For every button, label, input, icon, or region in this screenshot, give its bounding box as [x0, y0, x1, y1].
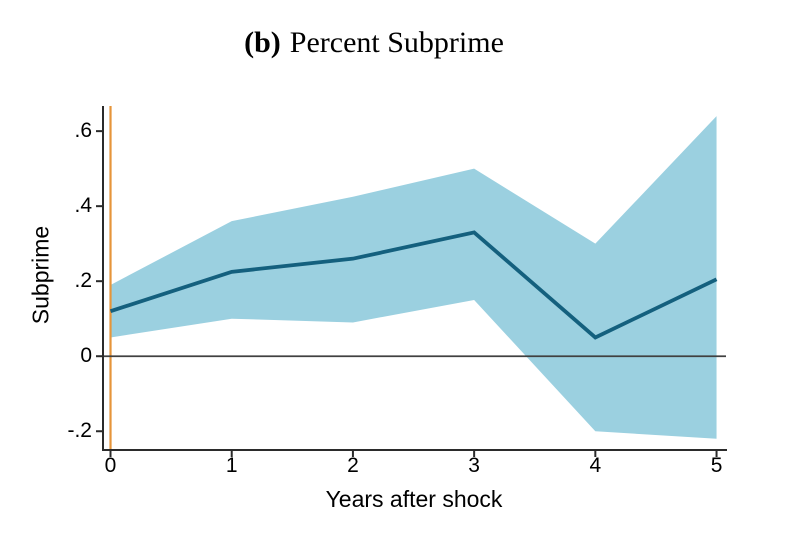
- chart-title-text: Percent Subprime: [289, 26, 504, 59]
- x-tick-label: 5: [710, 454, 723, 477]
- y-tick-label: -.2: [67, 419, 92, 443]
- x-tick-label: 1: [225, 454, 238, 477]
- y-tick-label: .4: [74, 194, 92, 218]
- confidence-band: [110, 116, 717, 439]
- chart-title: (b) Percent Subprime: [0, 26, 748, 60]
- y-tick-label: .2: [74, 269, 92, 293]
- chart-title-panel-letter: (b): [244, 26, 281, 59]
- y-tick-label: 0: [80, 344, 92, 368]
- coefficient-line: [109, 230, 718, 340]
- x-tick-label: 2: [347, 454, 359, 477]
- x-tick-label: 0: [104, 454, 117, 477]
- x-tick-label: 3: [468, 454, 480, 477]
- x-axis-label: Years after shock: [325, 486, 503, 512]
- y-tick-label: .6: [74, 119, 92, 143]
- x-tick-label: 4: [589, 454, 602, 477]
